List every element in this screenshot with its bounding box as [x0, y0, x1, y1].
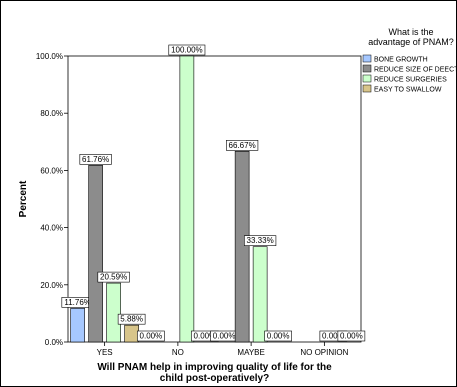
data-label: 33.33% [247, 236, 274, 245]
bar-bone-growth [70, 308, 85, 343]
y-tick-label: 60.0% [40, 166, 63, 175]
bar-reduce-size-of-defect [234, 151, 250, 343]
legend-title: What is the [388, 27, 433, 37]
data-label-box [244, 235, 277, 246]
legend-label-bone-growth: BONE GROWTH [374, 57, 428, 64]
data-label-box [137, 330, 165, 342]
x-tick-label: MAYBE [237, 348, 264, 357]
x-axis-title: Will PNAM help in improving quality of l… [97, 362, 332, 373]
legend-swatch-easy-to-swallow [362, 84, 372, 93]
y-tick-label: 40.0% [40, 224, 63, 233]
legend-title: advantage of PNAM? [368, 37, 454, 47]
data-label: 61.76% [82, 155, 109, 164]
data-label: 0.00% [140, 332, 163, 341]
data-label-box [264, 330, 292, 342]
legend-swatch-bone-growth [362, 54, 372, 63]
y-tick-label: 100.0% [36, 52, 63, 61]
data-label-box [97, 271, 130, 283]
data-label-box [226, 140, 259, 151]
y-axis-title: Percent [18, 180, 29, 217]
legend-swatch-reduce-surgeries [362, 74, 372, 83]
legend-label-easy-to-swallow: EASY TO SWALLOW [374, 87, 442, 94]
data-label: 0.00% [267, 332, 290, 341]
x-axis-title: child post-operatively? [160, 373, 269, 384]
data-label: 20.59% [100, 273, 127, 282]
x-tick-label: NO [172, 348, 184, 357]
data-label-box [79, 154, 112, 165]
y-tick-label: 20.0% [40, 281, 63, 290]
y-tick-label: 80.0% [40, 109, 63, 118]
bar-reduce-surgeries [179, 55, 195, 343]
plot-area [67, 55, 362, 343]
legend-swatch-reduce-size-of-defect [362, 64, 372, 73]
data-label: 0.00% [194, 332, 217, 341]
data-label: 0.00% [213, 332, 236, 341]
data-label: 100.00% [171, 46, 203, 55]
legend-label-reduce-surgeries: REDUCE SURGERIES [374, 77, 447, 84]
data-label-box [117, 313, 146, 325]
bar-reduce-size-of-defect [88, 165, 103, 343]
data-label: 66.67% [229, 141, 256, 150]
y-tick-label: 0.0% [45, 338, 63, 347]
data-label-box [337, 330, 366, 342]
data-label-box [168, 44, 206, 56]
bar-easy-to-swallow [124, 324, 139, 343]
x-tick-label: YES [97, 348, 113, 357]
x-tick-label: NO OPINION [300, 348, 348, 357]
data-label: 5.88% [120, 315, 143, 324]
data-label: 0.00% [322, 332, 345, 341]
data-label: 0.00% [340, 332, 363, 341]
data-label: 11.76% [64, 298, 91, 307]
bar-reduce-surgeries [252, 246, 268, 343]
bar-reduce-surgeries [106, 282, 121, 343]
legend-label-reduce-size-of-defect: REDUCE SIZE OF DEECT [374, 67, 456, 74]
